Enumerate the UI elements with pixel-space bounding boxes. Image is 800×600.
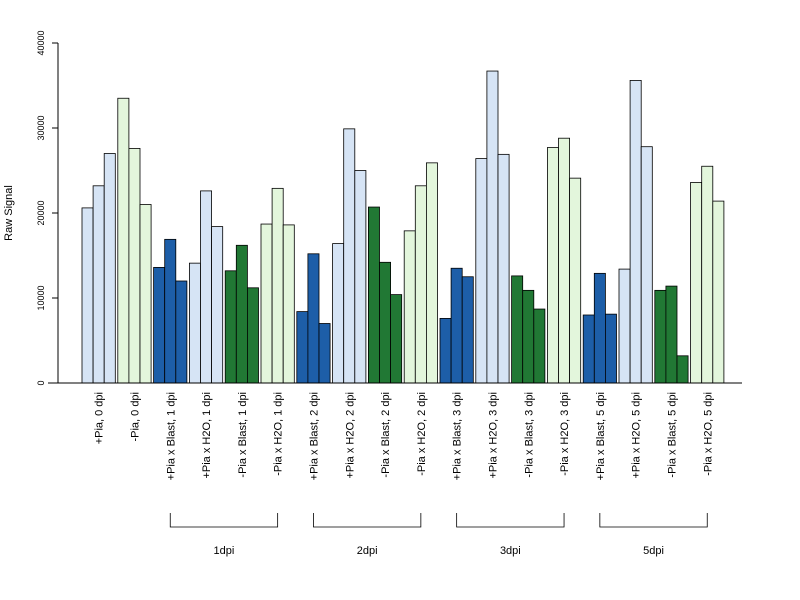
bar [701, 165, 714, 384]
x-tick-label: +Pia x Blast, 2 dpi [308, 392, 320, 480]
bar [103, 153, 116, 384]
bar [558, 137, 571, 384]
x-tick-label: -Pia x H2O, 5 dpi [702, 392, 714, 476]
bar [260, 223, 273, 384]
bracket-line [456, 513, 565, 528]
x-tick-label: -Pia x Blast, 2 dpi [380, 392, 392, 478]
bar [497, 153, 510, 384]
bar [200, 190, 213, 384]
x-tick-label: +Pia x H2O, 5 dpi [631, 392, 643, 479]
bar [153, 266, 166, 384]
bar [605, 313, 617, 384]
bar [629, 80, 642, 384]
bar [332, 243, 345, 384]
bracket-line [599, 513, 708, 528]
bar [296, 311, 309, 384]
bar [188, 262, 201, 384]
bar [246, 287, 259, 384]
bar [547, 147, 559, 384]
x-tick-label: +Pia x Blast, 1 dpi [165, 392, 177, 480]
bar [486, 70, 499, 384]
bracket-line [169, 513, 279, 528]
bar [367, 206, 380, 384]
bar [139, 204, 152, 384]
y-tick-label: 30000 [36, 115, 46, 140]
bar [403, 230, 416, 384]
x-tick-label: +Pia x H2O, 1 dpi [201, 392, 213, 479]
bar [654, 289, 667, 384]
bar [450, 267, 463, 384]
bar [690, 181, 703, 384]
x-tick-label: -Pia x H2O, 3 dpi [559, 392, 571, 476]
x-tick-label: -Pia x H2O, 1 dpi [273, 392, 285, 476]
bar [618, 268, 631, 384]
bar [318, 323, 331, 384]
bar [439, 317, 452, 384]
bar [92, 185, 105, 384]
bar [81, 207, 94, 384]
bar [665, 285, 678, 384]
x-tick-label: +Pia x Blast, 5 dpi [595, 392, 607, 480]
bar [224, 270, 237, 384]
dpi-brackets: 1dpi 2dpi 3dpi 5dpi [169, 513, 708, 557]
bar [533, 308, 546, 384]
x-tick-labels: +Pia, 0 dpi -Pia, 0 dpi +Pia x Blast, 1 dp… [94, 392, 715, 480]
bar [593, 272, 606, 384]
y-axis: 0 10000 20000 30000 40000 [36, 30, 59, 386]
y-axis-label: Raw Signal [3, 185, 15, 241]
bar [354, 170, 367, 384]
bar [379, 261, 392, 384]
bar [211, 226, 224, 384]
bar [676, 355, 689, 384]
y-tick-label: 10000 [36, 285, 46, 310]
x-tick-label: +Pia x Blast, 3 dpi [452, 392, 464, 480]
y-tick-label: 40000 [36, 30, 46, 55]
bar [235, 244, 248, 384]
x-tick-label: +Pia x H2O, 2 dpi [344, 392, 356, 479]
y-tick-label: 20000 [36, 200, 46, 225]
bar [175, 280, 188, 384]
bars [81, 70, 725, 384]
bar [117, 97, 130, 384]
y-tick-label: 0 [36, 380, 46, 385]
bar [390, 294, 403, 384]
bar [569, 177, 582, 384]
bar [414, 185, 427, 384]
x-tick-label: -Pia x Blast, 5 dpi [666, 392, 678, 478]
x-tick-label: -Pia x H2O, 2 dpi [416, 392, 428, 476]
bar [475, 158, 488, 384]
bar [271, 187, 284, 384]
bar [425, 162, 438, 384]
bar [282, 224, 295, 384]
bar [307, 253, 320, 384]
x-tick-label: +Pia x H2O, 3 dpi [487, 392, 499, 479]
bracket-line [313, 513, 422, 528]
x-tick-label: -Pia x Blast, 1 dpi [237, 392, 249, 478]
bar [128, 147, 141, 384]
bracket-label: 3dpi [500, 545, 521, 557]
x-tick-label: -Pia, 0 dpi [129, 392, 141, 442]
bracket-label: 5dpi [643, 545, 664, 557]
bar [511, 275, 524, 384]
bracket-label: 2dpi [357, 545, 378, 557]
bar [343, 128, 356, 384]
bracket-label: 1dpi [214, 545, 235, 557]
bar [461, 276, 474, 384]
x-tick-label: +Pia, 0 dpi [94, 392, 106, 444]
bar [522, 289, 535, 384]
bar [164, 238, 177, 384]
x-tick-label: -Pia x Blast, 3 dpi [523, 392, 535, 478]
bar [712, 200, 725, 384]
bar [582, 314, 595, 384]
bar [640, 146, 653, 384]
